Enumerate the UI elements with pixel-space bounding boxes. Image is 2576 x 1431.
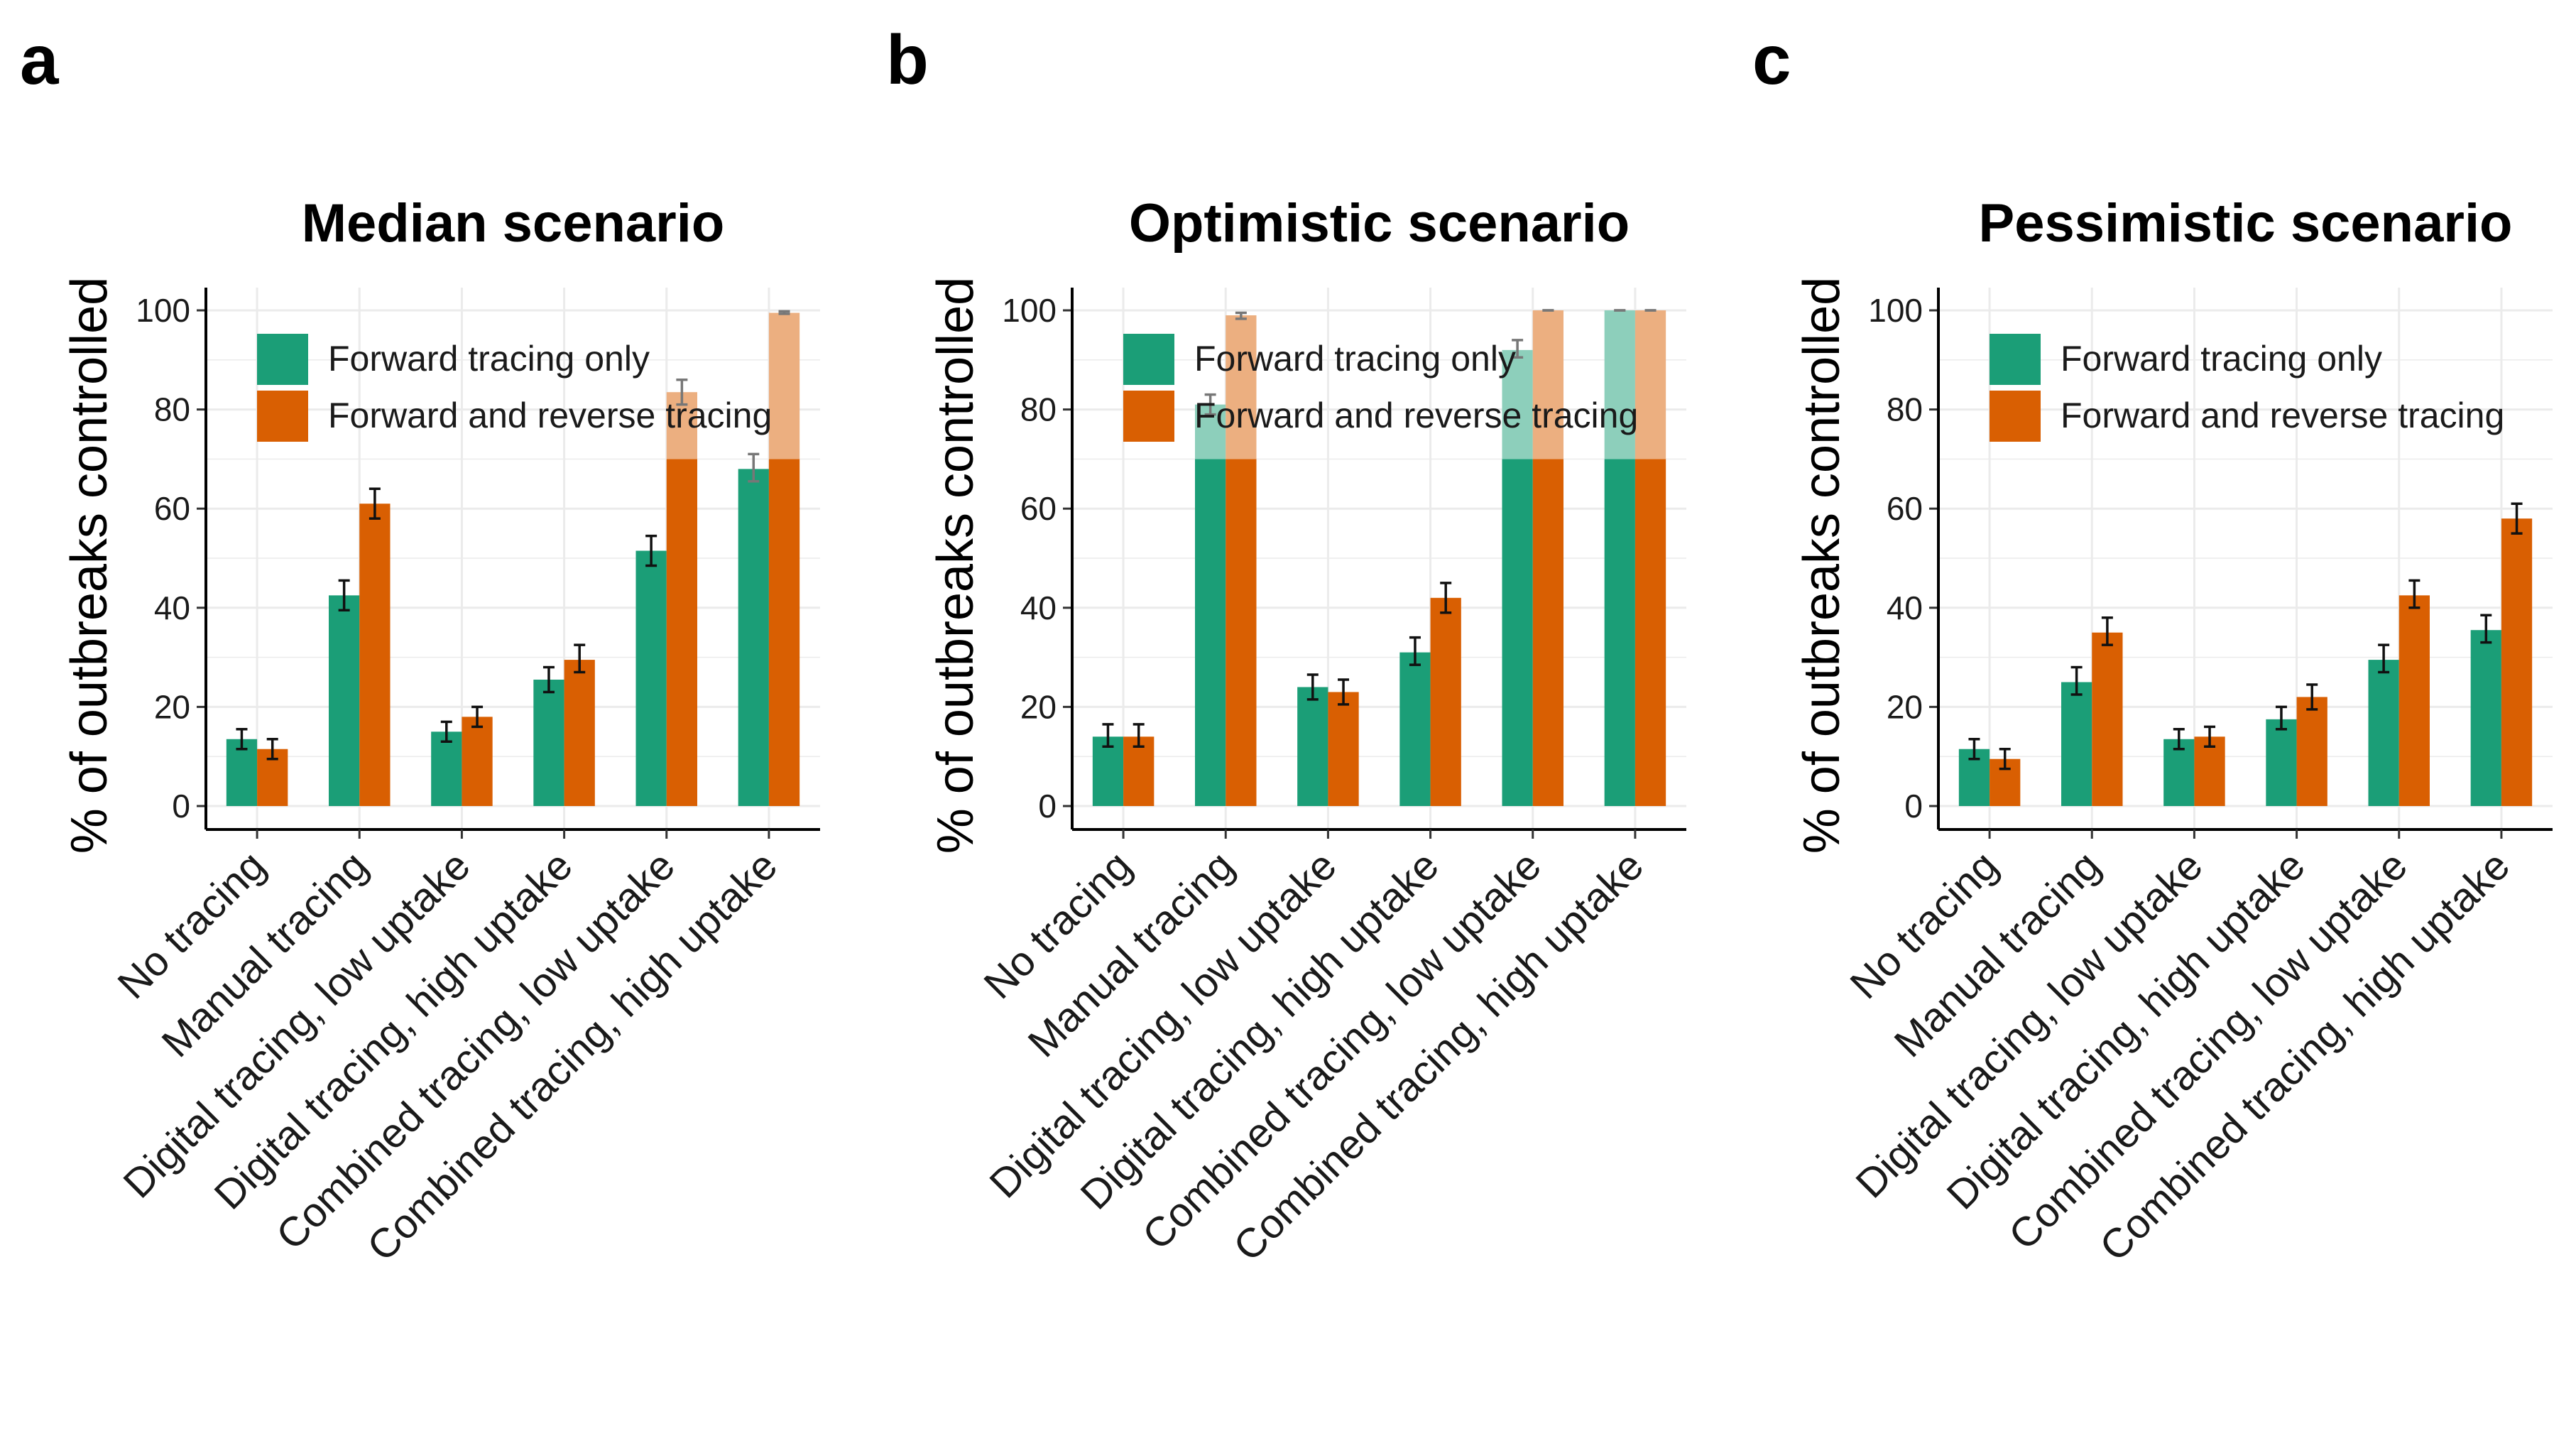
y-tick-label: 80 — [154, 391, 190, 428]
bar — [1226, 459, 1257, 806]
bar — [533, 680, 564, 806]
bar-overlap-part — [1634, 310, 1666, 459]
bar — [2061, 682, 2092, 806]
legend-swatch — [1123, 334, 1174, 385]
panel-median: Median scenario % of outbreaks controlled… — [61, 193, 820, 1270]
chart-title: Pessimistic scenario — [1979, 193, 2513, 254]
bar — [1532, 459, 1563, 806]
y-axis-label: % of outbreaks controlled — [61, 277, 118, 854]
y-tick-label: 80 — [1020, 391, 1057, 428]
chart-title: Optimistic scenario — [1129, 193, 1630, 254]
legend-swatch — [1990, 334, 2041, 385]
y-tick-label: 40 — [1887, 589, 1923, 626]
y-tick-label: 20 — [1887, 688, 1923, 725]
chart-title: Median scenario — [302, 193, 725, 254]
y-tick-label: 100 — [1002, 292, 1057, 329]
bar — [1634, 459, 1666, 806]
bar — [1604, 459, 1635, 806]
panel-optimistic: Optimistic scenario % of outbreaks contro… — [927, 193, 1686, 1270]
bar — [1430, 597, 1461, 806]
bar — [1123, 736, 1155, 806]
bar-overlap-part — [1502, 349, 1533, 459]
panel-label-c: c — [1752, 21, 1791, 99]
bar — [431, 731, 462, 806]
y-tick-label: 0 — [172, 788, 190, 825]
bar — [2266, 719, 2297, 806]
bar — [1399, 652, 1431, 806]
bar — [738, 469, 769, 806]
y-tick-label: 0 — [1038, 788, 1057, 825]
panel-label-a: a — [20, 21, 60, 99]
legend-swatch — [1990, 391, 2041, 442]
bar — [2296, 697, 2327, 806]
bar-overlap-part — [768, 312, 800, 459]
bar — [1502, 459, 1533, 806]
bar — [768, 459, 800, 806]
y-tick-label: 100 — [1868, 292, 1923, 329]
bar-overlap-part — [1532, 310, 1563, 459]
bar — [2194, 736, 2225, 806]
legend-swatch — [257, 334, 308, 385]
y-tick-label: 40 — [1020, 589, 1057, 626]
bar — [564, 660, 595, 806]
bar — [2368, 660, 2399, 806]
legend-label: Forward tracing only — [1194, 339, 1516, 379]
y-tick-label: 0 — [1904, 788, 1923, 825]
bar-overlap-part — [1604, 310, 1635, 459]
legend-label: Forward and reverse tracing — [2061, 396, 2504, 435]
y-tick-label: 20 — [1020, 688, 1057, 725]
y-axis-label: % of outbreaks controlled — [1794, 277, 1850, 854]
bar — [1092, 736, 1124, 806]
legend-label: Forward tracing only — [328, 339, 650, 379]
y-tick-label: 60 — [154, 490, 190, 527]
bar — [635, 550, 667, 806]
y-tick-label: 20 — [154, 688, 190, 725]
bar — [2092, 632, 2123, 806]
y-tick-label: 60 — [1020, 490, 1057, 527]
y-tick-label: 100 — [136, 292, 190, 329]
y-tick-label: 60 — [1887, 490, 1923, 527]
bar — [359, 504, 391, 806]
bar — [666, 459, 697, 806]
y-axis-label: % of outbreaks controlled — [927, 277, 984, 854]
bar — [462, 717, 493, 806]
legend-label: Forward and reverse tracing — [328, 396, 772, 435]
y-tick-label: 40 — [154, 589, 190, 626]
legend-swatch — [1123, 391, 1174, 442]
legend-label: Forward and reverse tracing — [1194, 396, 1638, 435]
bar — [1195, 459, 1226, 806]
bar — [1297, 687, 1328, 806]
panel-label-b: b — [886, 21, 929, 99]
panel-pessimistic: Pessimistic scenario % of outbreaks contr… — [1794, 193, 2553, 1270]
bar — [329, 595, 360, 806]
legend-swatch — [257, 391, 308, 442]
bar — [1328, 692, 1359, 806]
bar — [2398, 595, 2430, 806]
bar-overlap-part — [1226, 315, 1257, 459]
y-tick-label: 80 — [1887, 391, 1923, 428]
bar — [2501, 518, 2533, 806]
legend-label: Forward tracing only — [2061, 339, 2382, 379]
bar — [2470, 630, 2501, 806]
